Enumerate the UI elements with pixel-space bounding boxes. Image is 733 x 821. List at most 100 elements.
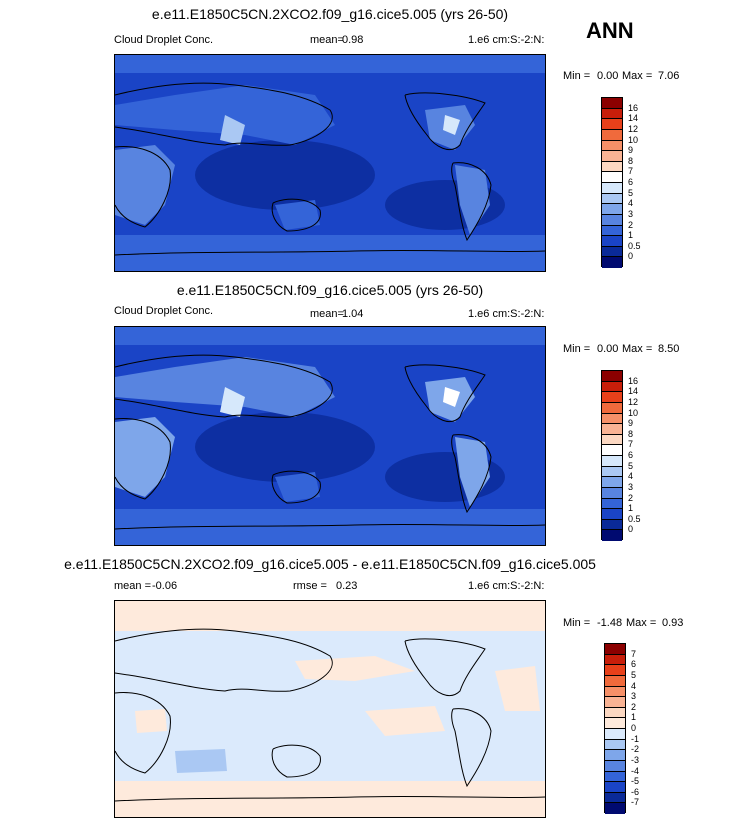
- coast-south-america: [451, 162, 492, 242]
- colorbar-cell: [602, 413, 622, 425]
- colorbar-cell: [602, 225, 622, 237]
- positive-patch-spac: [365, 706, 445, 736]
- colorbar-tick-label: -5: [631, 776, 640, 787]
- coast-africa: [115, 692, 171, 774]
- colorbar-tick-label: 1: [628, 230, 634, 241]
- panel-2-title: e.e11.E1850C5CN.f09_g16.cice5.005 (yrs 2…: [176, 282, 484, 298]
- colorbar-tick-label: -6: [631, 786, 640, 797]
- panel-3-mean-label: mean =: [114, 580, 151, 592]
- asia-high-spot: [220, 387, 245, 417]
- coast-africa: [115, 418, 171, 500]
- colorbar-cell: [602, 214, 622, 226]
- colorbar-tick-label: 16: [628, 102, 639, 113]
- panel-1-map: [114, 54, 546, 272]
- asia-high-spot: [220, 115, 245, 145]
- panel-3-max-value: 0.93: [662, 617, 684, 629]
- colorbar-cell: [602, 371, 622, 382]
- panel-3-mean-value: -0.06: [152, 580, 178, 592]
- panel-1-map-svg: [115, 55, 545, 271]
- colorbar-tick-label: 3: [631, 691, 637, 702]
- panel-2-mean-label: mean=: [310, 308, 344, 320]
- panel-2-units: 1.e6 cm:S:-2:N:: [468, 308, 545, 320]
- panel-1-units: 1.e6 cm:S:-2:N:: [468, 34, 545, 46]
- colorbar-tick-label: 9: [628, 145, 634, 156]
- negative-patch: [175, 749, 227, 773]
- panel-1-max-label: Max =: [622, 70, 653, 82]
- colorbar-cell: [605, 803, 625, 814]
- coast-africa: [115, 146, 171, 228]
- colorbar-cell: [605, 707, 625, 719]
- colorbar-cell: [602, 108, 622, 120]
- arctic-band: [115, 55, 545, 73]
- colorbar-cell: [602, 456, 622, 467]
- panel-2-max-value: 8.50: [658, 343, 680, 355]
- panel-3-colorbar-cells: [604, 643, 626, 814]
- colorbar-cell: [605, 665, 625, 676]
- africa-region: [115, 417, 175, 497]
- panel-2-mean-value: 1.04: [342, 308, 364, 320]
- colorbar-tick-label: -3: [631, 754, 640, 765]
- colorbar-tick-label: 2: [631, 701, 637, 712]
- colorbar-tick-label: 0: [628, 251, 634, 262]
- colorbar-cell: [605, 729, 625, 740]
- panel-3-rmse-value: 0.23: [336, 580, 358, 592]
- panel-3-colorbar: 7 6 5 4 3 2 1 0 -1 -2 -3 -4 -5 -6 -7: [604, 643, 639, 814]
- south-america-region: [455, 165, 490, 235]
- colorbar-tick-label: -1: [631, 733, 640, 744]
- colorbar-cell: [602, 98, 622, 109]
- colorbar-tick-label: 7: [631, 648, 637, 659]
- colorbar-cell: [605, 718, 625, 729]
- colorbar-cell: [605, 654, 625, 666]
- coast-antarctica: [115, 249, 545, 256]
- coast-north-america: [404, 92, 486, 150]
- panel-1-mean-label: mean=: [310, 34, 344, 46]
- panel-3-units: 1.e6 cm:S:-2:N:: [468, 580, 545, 592]
- positive-patch-africa: [135, 709, 167, 733]
- colorbar-tick-label: 7: [628, 439, 634, 450]
- colorbar-tick-label: 5: [631, 669, 637, 680]
- colorbar-tick-label: 14: [628, 113, 639, 124]
- colorbar-tick-label: 0: [628, 524, 634, 535]
- panel-1-max-value: 7.06: [658, 70, 680, 82]
- na-high-spot: [443, 387, 460, 407]
- colorbar-tick-label: -7: [631, 797, 640, 808]
- panel-2-variable-label: Cloud Droplet Conc.: [114, 305, 214, 317]
- colorbar-cell: [602, 151, 622, 162]
- colorbar-cell: [602, 257, 622, 268]
- colorbar-cell: [602, 172, 622, 183]
- coast-antarctica: [115, 523, 545, 530]
- negative-tropics: [115, 631, 545, 781]
- colorbar-tick-label: 6: [631, 659, 637, 670]
- coast-antarctica: [115, 795, 545, 802]
- panel-2-colorbar-cells: [601, 370, 623, 541]
- colorbar-cell: [602, 487, 622, 499]
- colorbar-cell: [602, 445, 622, 456]
- colorbar-cell: [602, 498, 622, 510]
- colorbar-cell: [602, 129, 622, 141]
- colorbar-tick-label: 12: [628, 396, 639, 407]
- colorbar-tick-label: 3: [628, 481, 634, 492]
- panel-1-variable-label: Cloud Droplet Conc.: [114, 34, 214, 46]
- colorbar-cell: [605, 760, 625, 772]
- colorbar-cell: [605, 792, 625, 804]
- panel-2-min-value: 0.00: [597, 343, 619, 355]
- panel-1-colorbar: 16 14 12 10 9 8 7 6 5 4 3 2 1 0.5 0: [601, 97, 641, 268]
- coast-north-america: [404, 364, 486, 422]
- panel-2-max-label: Max =: [622, 343, 653, 355]
- panel-3-min-value: -1.48: [597, 617, 623, 629]
- colorbar-cell: [602, 519, 622, 531]
- colorbar-tick-label: 6: [628, 450, 634, 460]
- colorbar-cell: [602, 119, 622, 130]
- panel-3-map: [114, 600, 546, 818]
- colorbar-cell: [605, 771, 625, 783]
- colorbar-tick-label: 1: [631, 712, 637, 723]
- australia-region: [275, 472, 320, 502]
- colorbar-cell: [602, 161, 622, 173]
- coast-australia: [271, 198, 321, 232]
- colorbar-cell: [605, 782, 625, 793]
- panel-3-map-svg: [115, 601, 545, 817]
- colorbar-cell: [602, 183, 622, 194]
- positive-patch-npac: [295, 656, 415, 681]
- colorbar-cell: [602, 392, 622, 403]
- panel-3-rmse-label: rmse =: [293, 580, 327, 592]
